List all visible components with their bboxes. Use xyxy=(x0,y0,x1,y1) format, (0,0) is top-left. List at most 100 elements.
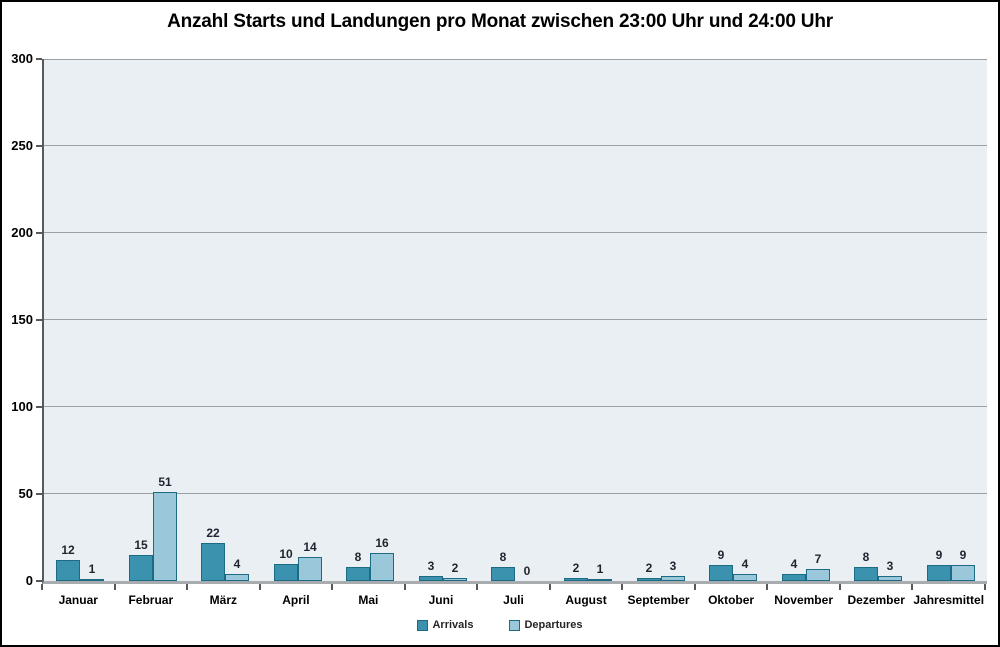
bar-departures xyxy=(806,569,830,581)
y-axis-tick-label: 200 xyxy=(11,225,33,240)
bar-value-label: 9 xyxy=(717,548,725,562)
x-axis-category-label: Juli xyxy=(503,593,524,607)
legend-item-departures: Departures xyxy=(509,619,583,631)
bar-arrivals xyxy=(274,564,298,581)
x-axis-tick xyxy=(114,584,116,590)
y-axis-tick xyxy=(36,58,42,60)
bar-arrivals xyxy=(201,543,225,581)
bar-arrivals xyxy=(637,578,661,581)
x-axis-tick xyxy=(984,584,986,590)
gridline xyxy=(44,493,987,494)
bar-arrivals xyxy=(419,576,443,581)
x-axis-tick xyxy=(476,584,478,590)
bar-arrivals xyxy=(564,578,588,581)
bar-value-label: 9 xyxy=(935,548,943,562)
y-axis-tick xyxy=(36,319,42,321)
gridline xyxy=(44,59,987,60)
bar-value-label: 3 xyxy=(886,559,894,573)
x-axis-tick xyxy=(41,584,43,590)
y-axis-tick xyxy=(36,406,42,408)
gridline xyxy=(44,232,987,233)
x-axis-tick xyxy=(621,584,623,590)
bar-departures xyxy=(878,576,902,581)
bar-departures xyxy=(951,565,975,581)
y-axis-tick-label: 150 xyxy=(11,312,33,327)
gridline xyxy=(44,406,987,407)
departures-swatch-icon xyxy=(509,619,521,631)
bar-departures xyxy=(661,576,685,581)
x-axis-category-label: März xyxy=(209,593,237,607)
bar-departures xyxy=(443,578,467,581)
x-axis-category-label: Januar xyxy=(58,593,98,607)
bar-value-label: 2 xyxy=(451,561,459,575)
bar-value-label: 2 xyxy=(572,561,580,575)
bar-arrivals xyxy=(56,560,80,581)
bar-value-label: 51 xyxy=(158,475,172,489)
bar-value-label: 2 xyxy=(645,561,653,575)
bar-value-label: 16 xyxy=(375,536,389,550)
x-axis-category-label: Oktober xyxy=(708,593,755,607)
gridline xyxy=(44,319,987,320)
bar-departures xyxy=(225,574,249,581)
bar-arrivals xyxy=(782,574,806,581)
x-axis-tick xyxy=(911,584,913,590)
y-axis-tick xyxy=(36,493,42,495)
bar-value-label: 14 xyxy=(303,540,317,554)
legend: Arrivals Departures xyxy=(2,619,998,631)
x-axis-tick xyxy=(186,584,188,590)
bar-value-label: 3 xyxy=(427,559,435,573)
bar-departures xyxy=(588,579,612,581)
y-axis-tick-label: 300 xyxy=(11,51,33,66)
bar-value-label: 10 xyxy=(279,547,293,561)
bar-value-label: 1 xyxy=(596,562,604,576)
x-axis-tick xyxy=(259,584,261,590)
x-axis-tick xyxy=(766,584,768,590)
legend-label-arrivals: Arrivals xyxy=(432,619,474,631)
bar-value-label: 8 xyxy=(354,550,362,564)
x-axis-category-label: Jahresmittel xyxy=(913,593,985,607)
y-axis-tick-label: 50 xyxy=(18,486,33,501)
x-axis-tick xyxy=(549,584,551,590)
bar-arrivals xyxy=(346,567,370,581)
bar-value-label: 3 xyxy=(669,559,677,573)
y-axis-tick xyxy=(36,145,42,147)
x-axis-category-label: Dezember xyxy=(847,593,905,607)
bar-departures xyxy=(298,557,322,581)
bar-value-label: 9 xyxy=(959,548,967,562)
chart-title: Anzahl Starts und Landungen pro Monat zw… xyxy=(167,11,833,32)
bar-arrivals xyxy=(129,555,153,581)
bar-arrivals xyxy=(854,567,878,581)
x-axis-category-label: September xyxy=(627,593,690,607)
x-axis-category-label: Juni xyxy=(428,593,454,607)
bar-value-label: 8 xyxy=(499,550,507,564)
x-axis-tick xyxy=(404,584,406,590)
bar-arrivals xyxy=(709,565,733,581)
bar-value-label: 0 xyxy=(523,564,531,578)
legend-item-arrivals: Arrivals xyxy=(417,619,473,631)
x-axis-category-label: April xyxy=(282,593,310,607)
bar-value-label: 8 xyxy=(862,550,870,564)
bar-departures xyxy=(370,553,394,581)
x-axis-category-label: Mai xyxy=(358,593,379,607)
x-axis-category-label: November xyxy=(774,593,833,607)
y-axis-tick xyxy=(36,232,42,234)
bar-value-label: 4 xyxy=(741,557,749,571)
bar-value-label: 1 xyxy=(88,562,96,576)
y-axis-tick xyxy=(36,580,42,582)
bar-value-label: 4 xyxy=(790,557,798,571)
bar-departures xyxy=(80,579,104,581)
bar-value-label: 22 xyxy=(206,526,220,540)
bar-arrivals xyxy=(491,567,515,581)
x-axis-category-label: Februar xyxy=(128,593,174,607)
x-axis-category-label: August xyxy=(565,593,607,607)
x-axis-tick xyxy=(694,584,696,590)
plot-area: 12 1 15 51 22 4 10 14 8 16 3 2 8 0 2 1 2 3 9 4 4 7 8 3 9 9 xyxy=(42,59,987,584)
x-axis-tick xyxy=(331,584,333,590)
y-axis-tick-label: 250 xyxy=(11,138,33,153)
bar-value-label: 4 xyxy=(233,557,241,571)
bar-value-label: 7 xyxy=(814,552,822,566)
bar-value-label: 15 xyxy=(134,538,148,552)
gridline xyxy=(44,145,987,146)
y-axis-tick-label: 0 xyxy=(25,573,33,588)
